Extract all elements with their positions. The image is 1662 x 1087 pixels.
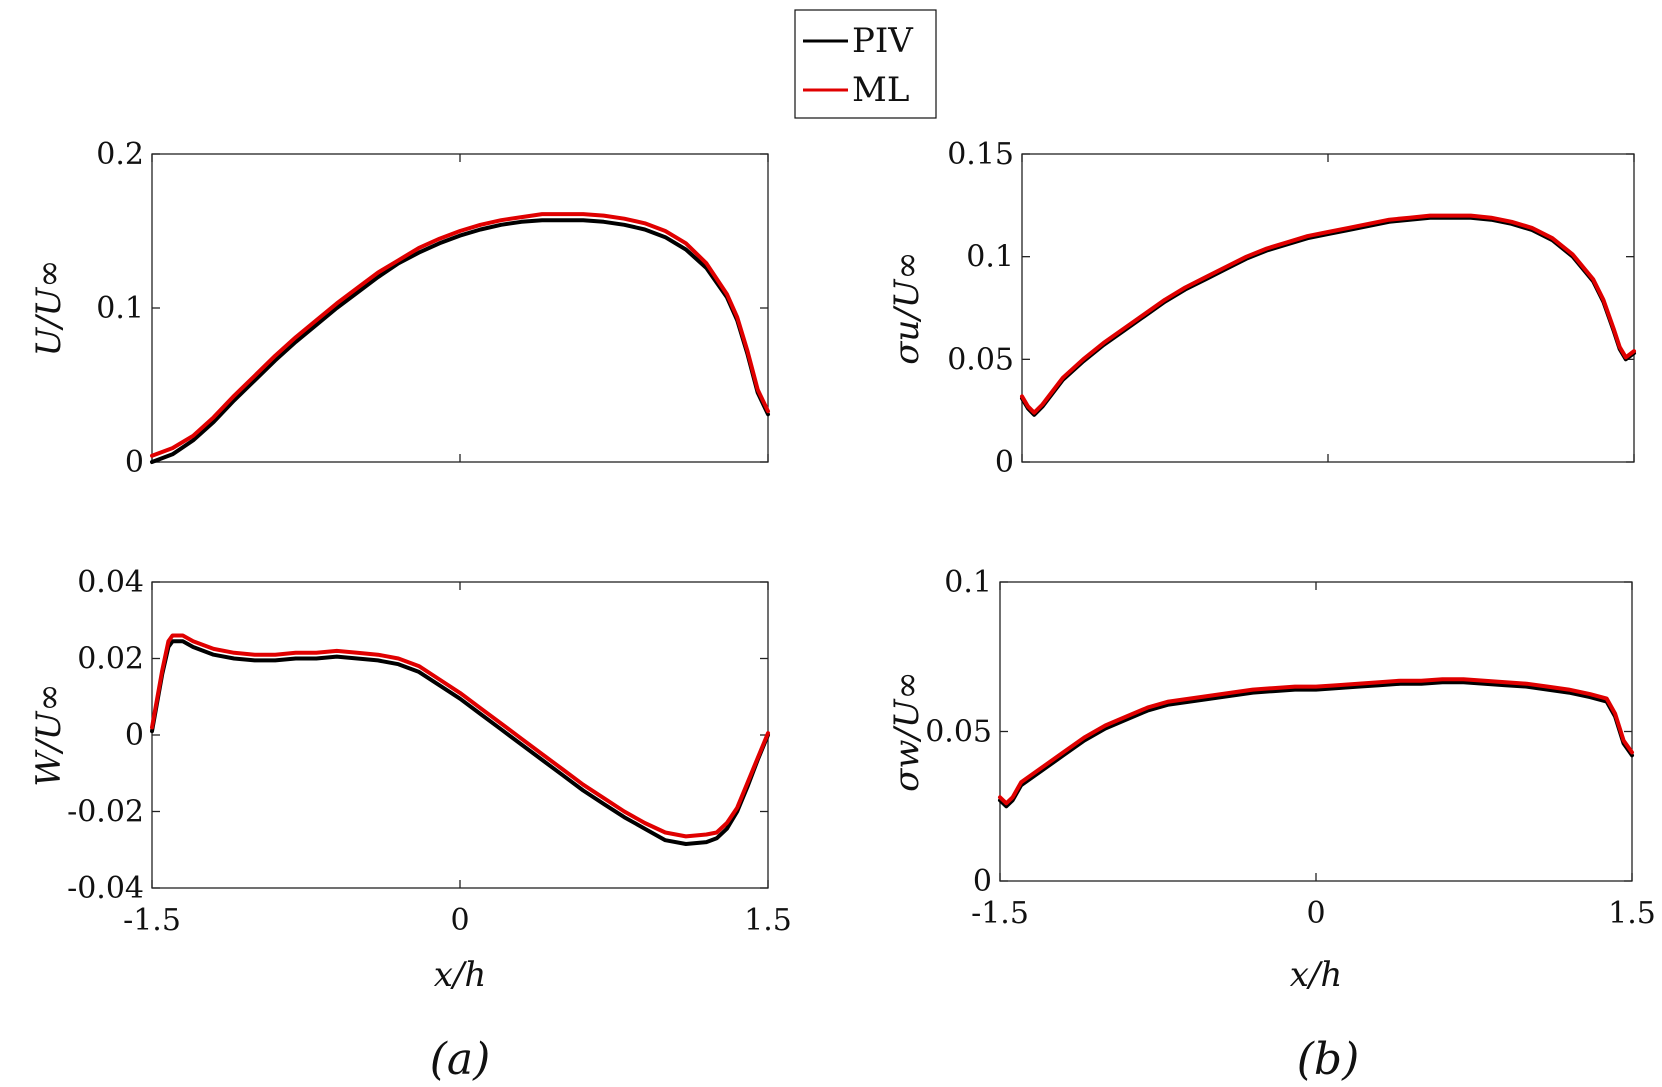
y-axis-label: W/U∞ (29, 683, 69, 786)
series-line-piv (150, 639, 770, 846)
y-tick-label: 0.05 (947, 342, 1014, 377)
caption-b: (b) (1297, 1034, 1360, 1085)
series-line-piv (1020, 215, 1636, 417)
x-tick-label: 1.5 (744, 903, 792, 938)
x-tick-label: -1.5 (123, 903, 181, 938)
x-axis-label: x/h (434, 955, 487, 995)
legend-label-piv: PIV (852, 21, 914, 61)
caption-a: (a) (430, 1034, 491, 1085)
y-tick-label: 0.2 (96, 137, 144, 172)
y-tick-label: 0 (125, 718, 144, 753)
y-tick-label: -0.02 (67, 795, 144, 830)
y-tick-label: 0 (973, 864, 992, 899)
x-tick-label: 0 (450, 903, 469, 938)
series-line-piv (998, 680, 1634, 809)
axes-frame (1021, 153, 1635, 463)
x-tick-label: 0 (1306, 896, 1325, 931)
y-tick-label: 0.1 (944, 565, 992, 600)
y-tick-label: -0.04 (67, 871, 144, 906)
panel-sigma-w: 00.050.1-1.5 0 1.5σw/U∞x/h (887, 565, 1656, 995)
series-line-ml (150, 633, 770, 839)
panel-sigma-u: 0 0.05 0.1 0.15 σu/U∞ (887, 137, 1636, 480)
x-axis-label: x/h (1290, 955, 1343, 995)
y-tick-label: 0.1 (96, 291, 144, 326)
y-tick-label: 0.1 (966, 240, 1014, 275)
y-tick-label: 0.05 (925, 715, 992, 750)
legend-box (794, 9, 937, 119)
legend: PIV ML (794, 9, 937, 119)
y-tick-label: 0.15 (947, 137, 1014, 172)
series-line-ml (1020, 213, 1636, 415)
y-axis-label: U/U∞ (29, 259, 69, 356)
legend-label-ml: ML (852, 70, 909, 110)
series-line-ml (998, 677, 1634, 806)
axes-frame (151, 153, 769, 463)
panel-u-mean: 0 0.1 0.2 U/U∞ (29, 137, 770, 480)
y-tick-label: 0.04 (77, 565, 144, 600)
y-axis-label: σw/U∞ (887, 671, 927, 792)
x-tick-label: 1.5 (1608, 896, 1656, 931)
series-line-ml (150, 212, 770, 458)
y-tick-label: 0 (995, 445, 1014, 480)
y-tick-label: 0.02 (77, 642, 144, 677)
y-tick-label: 0 (125, 445, 144, 480)
panel-w-mean: -0.04 -0.02 0 0.02 0.04 -1.5 0 1.5 W/U∞ x/h (29, 565, 792, 995)
y-axis-label: σu/U∞ (887, 251, 927, 365)
x-tick-label: -1.5 (971, 896, 1029, 931)
series-line-piv (150, 218, 770, 464)
